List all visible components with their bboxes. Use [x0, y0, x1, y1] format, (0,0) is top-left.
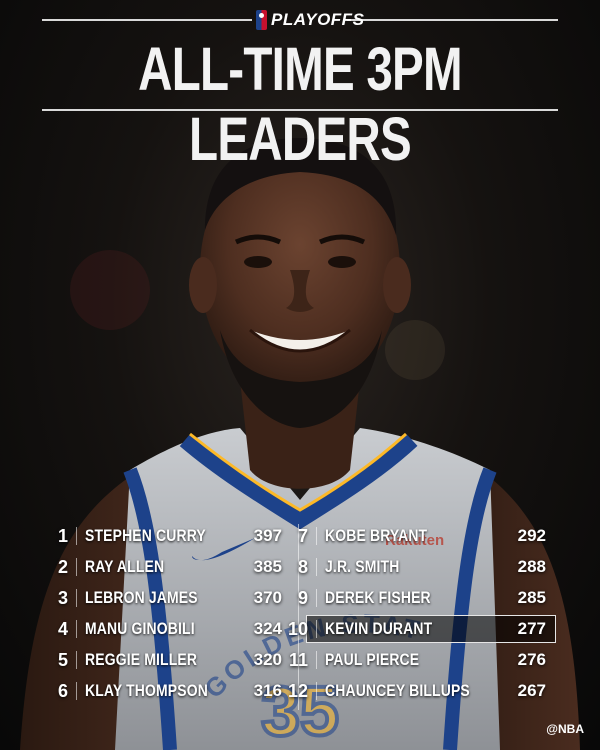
- rank-separator: [316, 527, 317, 545]
- page-title: ALL-TIME 3PM LEADERS: [138, 35, 462, 173]
- nba-credit: @NBA: [546, 722, 584, 736]
- leader-rank: 2: [57, 556, 68, 577]
- leader-name: KOBE BRYANT: [325, 526, 428, 545]
- leader-rank: 5: [57, 649, 68, 670]
- leader-row: 12 CHAUNCEY BILLUPS 267: [284, 677, 546, 705]
- sponsor-patch: Rakuten: [385, 532, 444, 549]
- leader-rank: 9: [297, 587, 308, 608]
- leader-3pm-total: 370: [253, 588, 282, 607]
- header-rule-bottom: [42, 109, 558, 111]
- rank-separator: [76, 682, 77, 700]
- rank-separator: [316, 620, 317, 638]
- leader-name: MANU GINOBILI: [85, 619, 195, 638]
- leader-3pm-total: 285: [517, 588, 546, 607]
- playoffs-label: PLAYOFFS: [271, 10, 365, 29]
- leader-rank: 3: [57, 587, 68, 608]
- leader-name: RAY ALLEN: [85, 557, 165, 576]
- leader-name: REGGIE MILLER: [85, 650, 198, 669]
- leader-rank: 8: [297, 556, 308, 577]
- leader-3pm-total: 267: [517, 681, 546, 700]
- rank-separator: [316, 651, 317, 669]
- leader-row: 10 KEVIN DURANT 277: [284, 615, 546, 643]
- leader-name: KEVIN DURANT: [325, 619, 433, 638]
- leader-3pm-total: 277: [517, 619, 546, 638]
- leader-rank: 12: [287, 680, 308, 701]
- leader-name: STEPHEN CURRY: [85, 526, 206, 545]
- leader-rank: 1: [57, 525, 68, 546]
- leader-rank: 4: [57, 618, 68, 639]
- rank-separator: [76, 589, 77, 607]
- leader-row: 6 KLAY THOMPSON 316: [44, 677, 282, 705]
- rank-separator: [316, 589, 317, 607]
- leader-3pm-total: 292: [517, 526, 546, 545]
- leader-row: 8 J.R. SMITH 288: [284, 553, 546, 581]
- leader-name: CHAUNCEY BILLUPS: [325, 681, 470, 700]
- leader-row: 9 DEREK FISHER 285: [284, 584, 546, 612]
- leader-rank: 10: [287, 618, 308, 639]
- header-rule-top-left: [42, 19, 252, 21]
- leader-3pm-total: 324: [253, 619, 282, 638]
- rank-separator: [76, 620, 77, 638]
- jersey-number: 35: [261, 672, 339, 750]
- leader-name: PAUL PIERCE: [325, 650, 420, 669]
- leader-3pm-total: 288: [517, 557, 546, 576]
- highlight-box: [306, 615, 556, 643]
- rank-separator: [76, 651, 77, 669]
- leader-rank: 11: [288, 649, 308, 670]
- playoffs-badge: PLAYOFFS: [256, 9, 364, 31]
- nba-logo-icon: [256, 10, 267, 30]
- leader-name: DEREK FISHER: [325, 588, 431, 607]
- leader-3pm-total: 397: [253, 526, 282, 545]
- leader-row: 1 STEPHEN CURRY 397: [44, 522, 282, 550]
- leader-3pm-total: 276: [517, 650, 546, 669]
- leader-name: J.R. SMITH: [325, 557, 400, 576]
- leader-rank: 7: [297, 525, 308, 546]
- rank-separator: [316, 682, 317, 700]
- leader-row: 4 MANU GINOBILI 324: [44, 615, 282, 643]
- header-rule-top-right: [347, 19, 558, 21]
- leader-3pm-total: 316: [253, 681, 282, 700]
- leader-name: KLAY THOMPSON: [85, 681, 208, 700]
- leader-name: LEBRON JAMES: [85, 588, 198, 607]
- leader-row: 5 REGGIE MILLER 320: [44, 646, 282, 674]
- rank-separator: [76, 558, 77, 576]
- leader-3pm-total: 385: [253, 557, 282, 576]
- rank-separator: [76, 527, 77, 545]
- leader-rank: 6: [57, 680, 68, 701]
- leader-row: 7 KOBE BRYANT 292: [284, 522, 546, 550]
- leader-3pm-total: 320: [253, 650, 282, 669]
- column-divider: [298, 524, 299, 710]
- rank-separator: [316, 558, 317, 576]
- leader-row: 2 RAY ALLEN 385: [44, 553, 282, 581]
- leader-row: 11 PAUL PIERCE 276: [284, 646, 546, 674]
- leader-row: 3 LEBRON JAMES 370: [44, 584, 282, 612]
